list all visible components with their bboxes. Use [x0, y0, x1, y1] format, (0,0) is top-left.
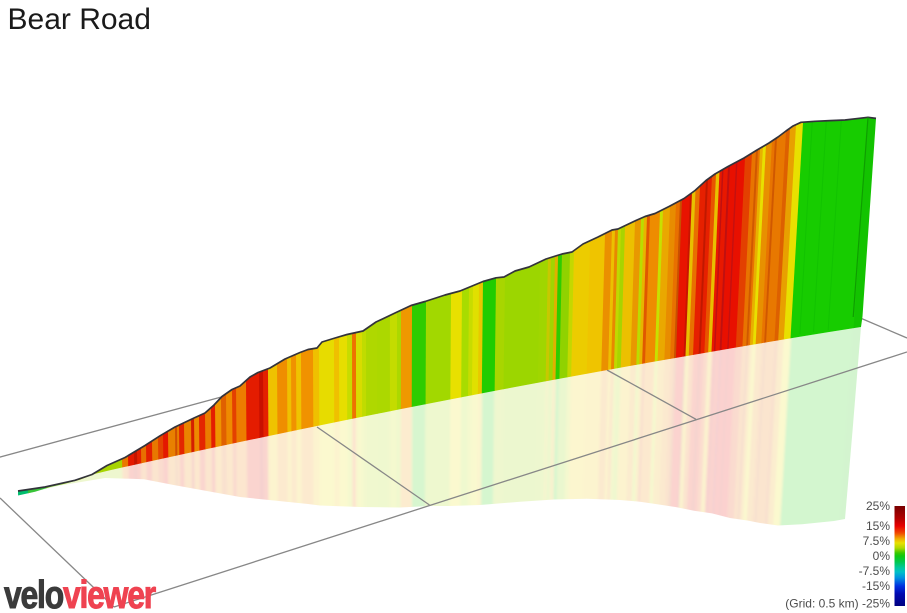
svg-text:25%: 25% — [866, 499, 890, 513]
svg-text:15%: 15% — [866, 519, 890, 533]
svg-text:-7.5%: -7.5% — [859, 564, 891, 578]
svg-text:-15%: -15% — [862, 579, 890, 593]
svg-text:veloviewer: veloviewer — [4, 574, 156, 613]
svg-text:(Grid: 0.5 km) -25%: (Grid: 0.5 km) -25% — [785, 597, 890, 611]
svg-text:Bear Road: Bear Road — [8, 3, 151, 36]
svg-text:0%: 0% — [873, 549, 891, 563]
svg-text:7.5%: 7.5% — [863, 534, 891, 548]
